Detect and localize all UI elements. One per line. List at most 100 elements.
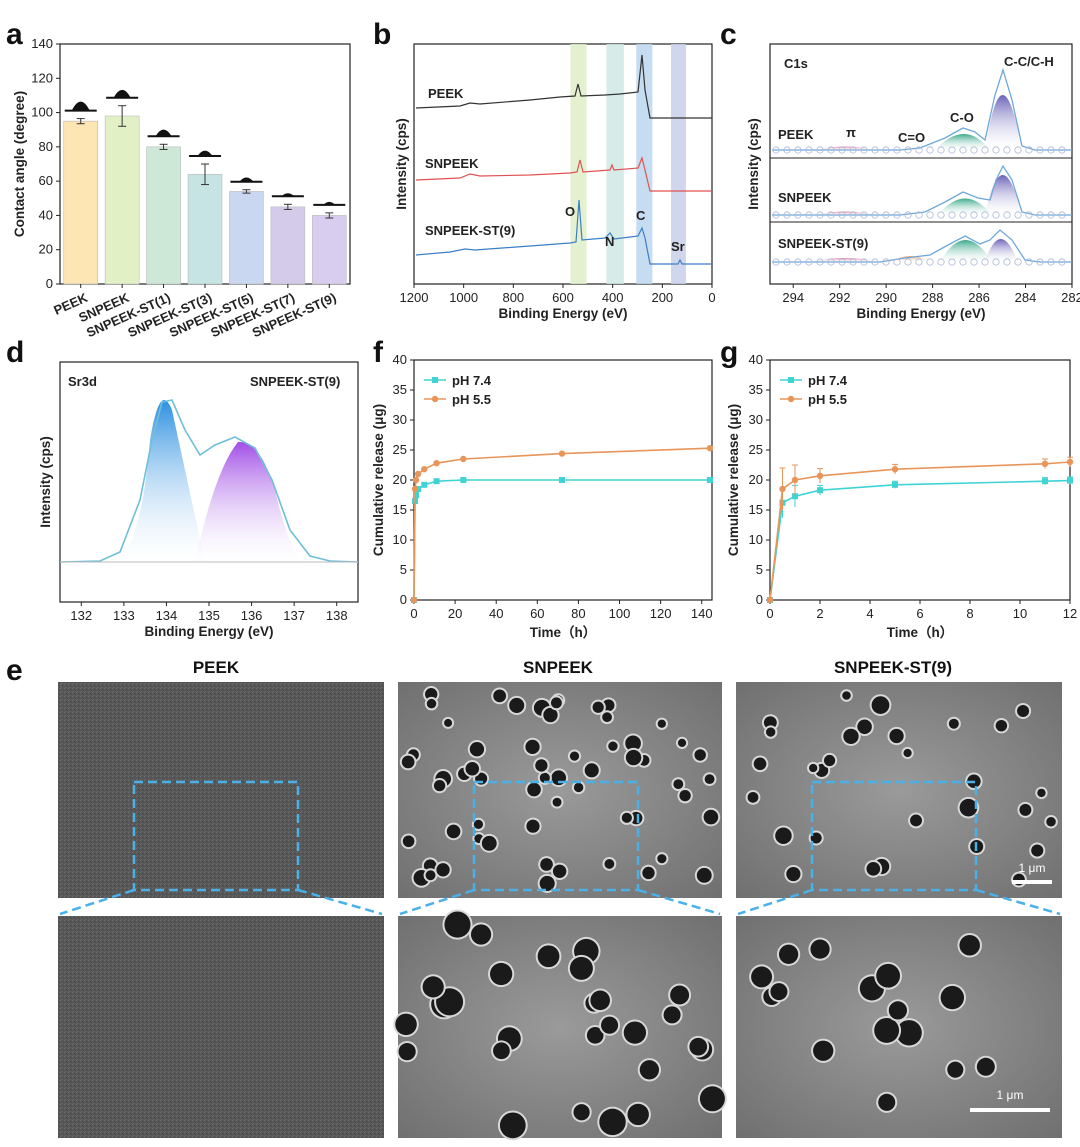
data-marker [959, 146, 967, 154]
data-marker [805, 258, 813, 266]
data-marker [882, 146, 890, 154]
pore [1031, 844, 1044, 857]
pore [625, 749, 642, 766]
pore [823, 754, 836, 767]
data-point [892, 481, 898, 488]
data-point [706, 477, 713, 483]
droplet-icon [71, 101, 90, 111]
pore [786, 866, 801, 882]
data-marker [959, 258, 967, 266]
y-tick-label: 5 [756, 562, 763, 577]
droplet-icon [323, 201, 336, 205]
panel-letter-d: d [6, 336, 24, 369]
series-line-snpeek [415, 156, 712, 192]
data-marker [827, 211, 835, 219]
pore [703, 809, 719, 825]
sr3d-xps-chart: Sr3d SNPEEK-ST(9) 132 133 134 135 136 137 138 … [38, 361, 359, 639]
peak-label-c: C [636, 208, 646, 223]
c1s-xps-chart: C1s PEEK SNPEEK SNPEEK-ST(9) π C=O C-O C… [746, 43, 1080, 321]
zoom-box-peek [132, 780, 300, 892]
data-marker [926, 211, 934, 219]
data-marker [838, 211, 846, 219]
y-tick-label: 35 [749, 382, 763, 397]
x-tick-label: 60 [530, 606, 544, 621]
droplet-icon [155, 129, 172, 137]
legend-marker [787, 395, 795, 403]
x-tick-label: 1200 [400, 290, 429, 305]
y-tick-label: 20 [393, 472, 407, 487]
y-tick-label: 20 [39, 242, 53, 257]
data-marker [816, 258, 824, 266]
pore [778, 944, 799, 964]
y-tick-label: 30 [749, 412, 763, 427]
data-marker [871, 258, 879, 266]
data-marker [1025, 146, 1033, 154]
data-marker [816, 146, 824, 154]
pore [569, 956, 593, 980]
data-marker [783, 146, 791, 154]
pore [689, 1037, 708, 1056]
data-marker [1058, 211, 1066, 219]
data-marker [959, 211, 967, 219]
series-label-snpeek-st9: SNPEEK-ST(9) [425, 223, 515, 238]
legend-marker [431, 395, 439, 403]
pore [469, 742, 485, 757]
pore [526, 819, 540, 833]
c1s-peek-envelope [772, 67, 1072, 151]
pore [539, 772, 550, 783]
data-marker [882, 211, 890, 219]
pore [601, 1016, 619, 1034]
sem-images: PEEK SNPEEK SNPEEK-ST(9) 1 μm 1 μm [58, 658, 1062, 1141]
c1s-st9-cc-fill [985, 239, 1018, 262]
peak-label-cc: C-C/C-H [1004, 54, 1054, 69]
data-marker [1003, 258, 1011, 266]
scale-bar-bottom [970, 1108, 1050, 1112]
pore [663, 1006, 681, 1024]
peak-label-sr: Sr [671, 239, 685, 254]
y-tick-label: 140 [31, 36, 53, 51]
droplet-icon [197, 150, 213, 156]
data-marker [871, 211, 879, 219]
pore [490, 962, 513, 986]
pore [444, 911, 471, 938]
data-point [412, 476, 420, 484]
x-tick-label: 0 [766, 606, 773, 621]
pore [766, 727, 776, 737]
x-tick-label: 137 [283, 608, 305, 623]
pore [670, 985, 690, 1005]
sem-title-peek: PEEK [193, 658, 240, 677]
y-tick-label: 25 [749, 442, 763, 457]
release-chart-long: 0 20 40 60 80 100 120 140 0 5 10 15 20 25 30 35 40 pH 7.… [371, 352, 714, 640]
data-marker [827, 258, 835, 266]
pore [948, 718, 959, 729]
x-tick-label: 4 [866, 606, 873, 621]
panel-letter-f: f [373, 336, 384, 369]
series-line [413, 447, 710, 601]
pore [673, 779, 684, 790]
x-tick-label: 200 [651, 290, 673, 305]
data-point [421, 466, 428, 473]
x-axis-label: Binding Energy (eV) [498, 306, 627, 321]
data-marker [948, 258, 956, 266]
y-tick-label: 0 [46, 276, 53, 291]
x-tick-label: 20 [448, 606, 462, 621]
x-tick-label: 133 [113, 608, 135, 623]
data-marker [1003, 146, 1011, 154]
data-marker [1025, 211, 1033, 219]
x-tick-label: 138 [326, 608, 348, 623]
y-tick-label: 40 [39, 207, 53, 222]
pore [569, 751, 580, 761]
data-marker [882, 258, 890, 266]
zoom-box-st9 [810, 780, 978, 892]
y-axis-label: Contact angle (degree) [12, 91, 27, 237]
data-marker [816, 211, 824, 219]
pore [586, 1026, 604, 1044]
legend-label: pH 5.5 [808, 392, 847, 407]
pore [947, 1061, 964, 1078]
pore [422, 976, 444, 998]
data-marker [838, 146, 846, 154]
pore [940, 985, 965, 1010]
peak-label-n: N [605, 234, 614, 249]
legend-marker [788, 377, 794, 383]
x-axis-label: Binding Energy (eV) [144, 624, 273, 639]
